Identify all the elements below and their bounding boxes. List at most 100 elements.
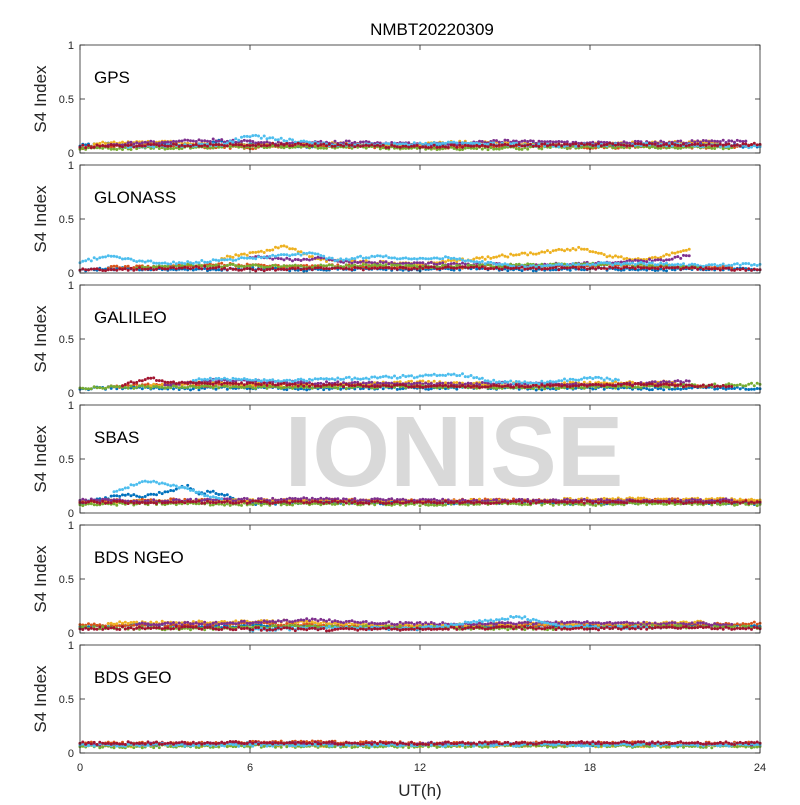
data-point bbox=[552, 266, 555, 269]
data-point bbox=[121, 141, 124, 144]
data-point bbox=[334, 378, 337, 381]
data-point bbox=[234, 259, 237, 262]
data-point bbox=[727, 142, 730, 145]
data-point bbox=[540, 388, 543, 391]
data-point bbox=[370, 255, 373, 258]
data-point bbox=[291, 267, 294, 270]
data-point bbox=[617, 143, 620, 146]
data-point bbox=[518, 385, 521, 388]
data-point bbox=[549, 384, 552, 387]
data-point bbox=[529, 139, 532, 142]
data-point bbox=[240, 386, 243, 389]
data-point bbox=[606, 377, 609, 380]
data-point bbox=[300, 143, 303, 146]
data-point bbox=[739, 383, 742, 386]
data-point bbox=[319, 147, 322, 150]
data-point bbox=[234, 137, 237, 140]
data-point bbox=[220, 268, 223, 271]
data-point bbox=[628, 262, 631, 265]
data-point bbox=[263, 256, 266, 259]
data-point bbox=[566, 385, 569, 388]
data-point bbox=[611, 146, 614, 149]
data-point bbox=[688, 264, 691, 267]
data-point bbox=[322, 267, 325, 270]
data-point bbox=[492, 384, 495, 387]
data-point bbox=[283, 139, 286, 142]
data-point bbox=[444, 146, 447, 149]
data-point bbox=[387, 142, 390, 145]
data-point bbox=[294, 267, 297, 270]
data-point bbox=[232, 268, 235, 271]
data-point bbox=[243, 383, 246, 386]
data-point bbox=[475, 147, 478, 150]
data-point bbox=[702, 384, 705, 387]
data-point bbox=[107, 145, 110, 148]
data-point bbox=[192, 140, 195, 143]
data-point bbox=[589, 264, 592, 267]
data-point bbox=[243, 135, 246, 138]
data-point bbox=[591, 144, 594, 147]
data-point bbox=[453, 262, 456, 265]
data-point bbox=[348, 144, 351, 147]
data-point bbox=[427, 262, 430, 265]
data-point bbox=[404, 267, 407, 270]
data-point bbox=[617, 266, 620, 269]
data-point bbox=[385, 260, 388, 263]
data-point bbox=[617, 383, 620, 386]
data-point bbox=[702, 139, 705, 142]
data-point bbox=[234, 264, 237, 267]
data-point bbox=[387, 382, 390, 385]
data-point bbox=[509, 267, 512, 270]
data-point bbox=[356, 383, 359, 386]
data-point bbox=[195, 386, 198, 389]
data-point bbox=[285, 257, 288, 260]
data-point bbox=[254, 134, 257, 137]
data-point bbox=[365, 385, 368, 388]
data-point bbox=[271, 248, 274, 251]
data-point bbox=[288, 258, 291, 261]
data-point bbox=[470, 266, 473, 269]
data-point bbox=[495, 387, 498, 390]
data-point bbox=[577, 246, 580, 249]
data-point bbox=[217, 493, 220, 496]
data-point bbox=[727, 267, 730, 270]
data-point bbox=[124, 144, 127, 147]
data-point bbox=[512, 142, 515, 145]
data-point bbox=[141, 379, 144, 382]
data-point bbox=[164, 141, 167, 144]
data-point bbox=[319, 382, 322, 385]
data-point bbox=[495, 381, 498, 384]
data-point bbox=[229, 145, 232, 148]
data-point bbox=[212, 138, 215, 141]
data-point bbox=[614, 266, 617, 269]
data-point bbox=[419, 374, 422, 377]
data-point bbox=[566, 147, 569, 150]
data-point bbox=[676, 384, 679, 387]
data-point bbox=[373, 385, 376, 388]
data-point bbox=[249, 257, 252, 260]
data-point bbox=[560, 248, 563, 251]
data-point bbox=[178, 140, 181, 143]
data-point bbox=[606, 267, 609, 270]
data-point bbox=[662, 380, 665, 383]
data-point bbox=[586, 263, 589, 266]
data-point bbox=[144, 145, 147, 148]
data-point bbox=[492, 256, 495, 259]
data-point bbox=[249, 379, 252, 382]
data-point bbox=[96, 146, 99, 149]
watermark-text: IONISE bbox=[285, 396, 624, 508]
data-point bbox=[475, 144, 478, 147]
data-point bbox=[730, 144, 733, 147]
data-point bbox=[90, 268, 93, 271]
data-point bbox=[396, 377, 399, 380]
data-point bbox=[226, 493, 229, 496]
data-point bbox=[484, 258, 487, 261]
data-point bbox=[676, 144, 679, 147]
data-point bbox=[487, 148, 490, 151]
data-point bbox=[246, 267, 249, 270]
data-point bbox=[438, 262, 441, 265]
data-point bbox=[186, 386, 189, 389]
data-point bbox=[152, 268, 155, 271]
data-point bbox=[339, 260, 342, 263]
